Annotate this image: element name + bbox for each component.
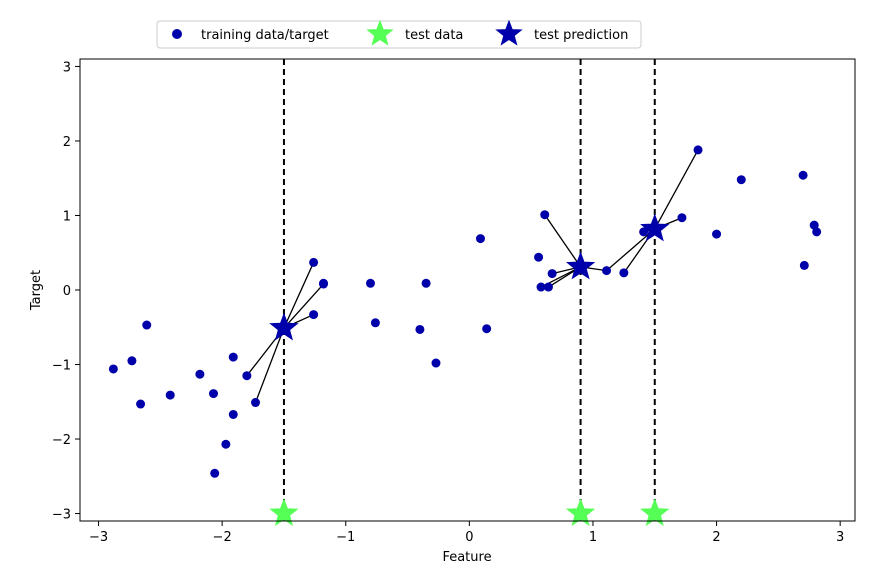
training-point-31 (639, 227, 649, 237)
training-points (108, 145, 822, 478)
training-point-23 (482, 324, 492, 334)
training-point-14 (309, 310, 319, 320)
test-prediction-point-1 (565, 251, 596, 280)
legend-test-data-marker (366, 19, 394, 46)
y-tick-label-5: 2 (63, 135, 71, 150)
prediction-points (269, 213, 670, 341)
training-point-19 (415, 324, 425, 334)
legend-test-data-label: test data (405, 28, 463, 43)
y-axis-ticks: −3 −2 −1 0 1 2 3 (52, 60, 80, 523)
training-point-25 (536, 282, 546, 292)
training-point-1 (127, 356, 137, 366)
training-point-20 (421, 278, 431, 288)
legend-training-marker (172, 29, 182, 39)
y-axis-label: Target (29, 270, 44, 311)
x-tick-label-1: −2 (213, 530, 232, 545)
training-point-2 (136, 399, 146, 409)
training-point-27 (543, 282, 553, 292)
training-point-17 (365, 278, 375, 288)
training-point-3 (142, 320, 152, 330)
training-point-8 (221, 439, 231, 449)
test-data-point-0 (269, 498, 299, 527)
training-point-29 (602, 266, 612, 276)
legend-training-label: training data/target (201, 28, 329, 43)
training-point-16 (319, 278, 329, 288)
y-tick-label-3: 0 (63, 284, 71, 299)
training-point-9 (228, 352, 238, 362)
neighbor-link-0 (283, 262, 315, 329)
training-point-36 (798, 170, 808, 180)
y-tick-label-0: −3 (52, 508, 71, 523)
training-point-34 (712, 229, 722, 239)
training-point-21 (431, 358, 441, 368)
test-data-point-1 (565, 498, 596, 527)
test-prediction-point-2 (640, 213, 670, 242)
training-point-11 (242, 371, 252, 381)
training-point-18 (370, 318, 380, 328)
training-point-6 (208, 389, 218, 399)
training-point-26 (540, 210, 550, 220)
x-tick-label-2: −1 (336, 530, 355, 545)
neighbor-link-5 (544, 214, 582, 268)
x-axis-label: Feature (442, 550, 491, 565)
neighbor-link-2 (283, 283, 324, 329)
training-point-32 (677, 213, 687, 223)
training-point-33 (693, 145, 703, 155)
neighbor-link-10 (654, 149, 699, 230)
training-point-37 (799, 260, 809, 270)
neighbor-link-14 (606, 228, 656, 272)
training-point-24 (534, 252, 544, 262)
training-point-4 (165, 390, 175, 400)
legend-test-prediction-label: test prediction (534, 28, 628, 43)
legend-test-prediction-marker (495, 19, 523, 46)
training-point-5 (195, 369, 205, 379)
training-point-7 (210, 468, 220, 478)
test-data-point-2 (640, 498, 670, 527)
x-tick-label-6: 3 (836, 530, 844, 545)
test-prediction-point-0 (269, 312, 299, 341)
legend-frame (156, 20, 642, 49)
x-tick-label-0: −3 (89, 530, 108, 545)
x-tick-label-5: 2 (712, 530, 720, 545)
y-tick-label-2: −1 (52, 359, 71, 374)
training-point-28 (547, 269, 557, 279)
x-axis-ticks: −3 −2 −1 0 1 2 3 (89, 521, 844, 545)
training-point-10 (228, 409, 238, 419)
y-tick-label-1: −2 (52, 433, 71, 448)
training-point-13 (309, 257, 319, 267)
training-point-22 (475, 234, 485, 244)
test-points (269, 498, 670, 527)
training-point-0 (108, 364, 118, 374)
y-tick-label-4: 1 (63, 209, 71, 224)
training-point-39 (812, 227, 822, 237)
neighbor-link-4 (254, 327, 285, 403)
legend: training data/target test data test pred… (156, 19, 642, 49)
training-point-35 (736, 175, 746, 185)
x-tick-label-3: 0 (465, 530, 473, 545)
y-tick-label-6: 3 (63, 60, 71, 75)
plot-background (80, 59, 855, 521)
x-tick-label-4: 1 (589, 530, 597, 545)
training-point-12 (251, 398, 261, 408)
training-point-30 (619, 268, 629, 278)
vertical-lines (282, 59, 656, 521)
